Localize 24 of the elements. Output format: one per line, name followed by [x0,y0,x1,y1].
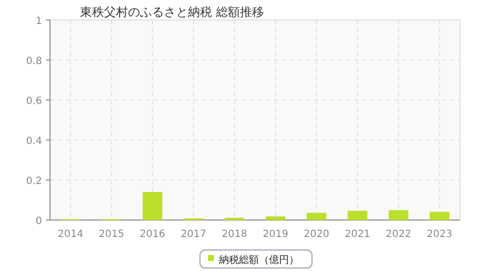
y-tick-label: 0.2 [26,176,42,187]
x-tick-label: 2018 [222,229,248,240]
bar [266,216,286,220]
y-tick-label: 1 [36,16,42,27]
y-tick-label: 0.6 [26,96,42,107]
chart-title: 東秩父村のふるさと納税 総額推移 [80,5,264,19]
x-tick-label: 2019 [262,229,288,240]
y-tick-label: 0.8 [26,56,42,67]
y-tick-label: 0.4 [26,136,42,147]
x-tick-label: 2017 [180,229,206,240]
bar [142,192,162,220]
x-tick-label: 2022 [386,229,412,240]
x-tick-label: 2021 [344,229,370,240]
bar [306,212,326,220]
bar [430,212,450,220]
bar [388,210,408,220]
x-tick-label: 2020 [304,229,330,240]
legend-label: 納税総額（億円） [219,254,299,266]
x-tick-label: 2016 [140,229,166,240]
x-tick-label: 2023 [426,229,452,240]
x-tick-label: 2015 [98,229,124,240]
y-tick-label: 0 [36,216,42,227]
x-tick-label: 2014 [58,229,84,240]
bar [348,210,368,220]
